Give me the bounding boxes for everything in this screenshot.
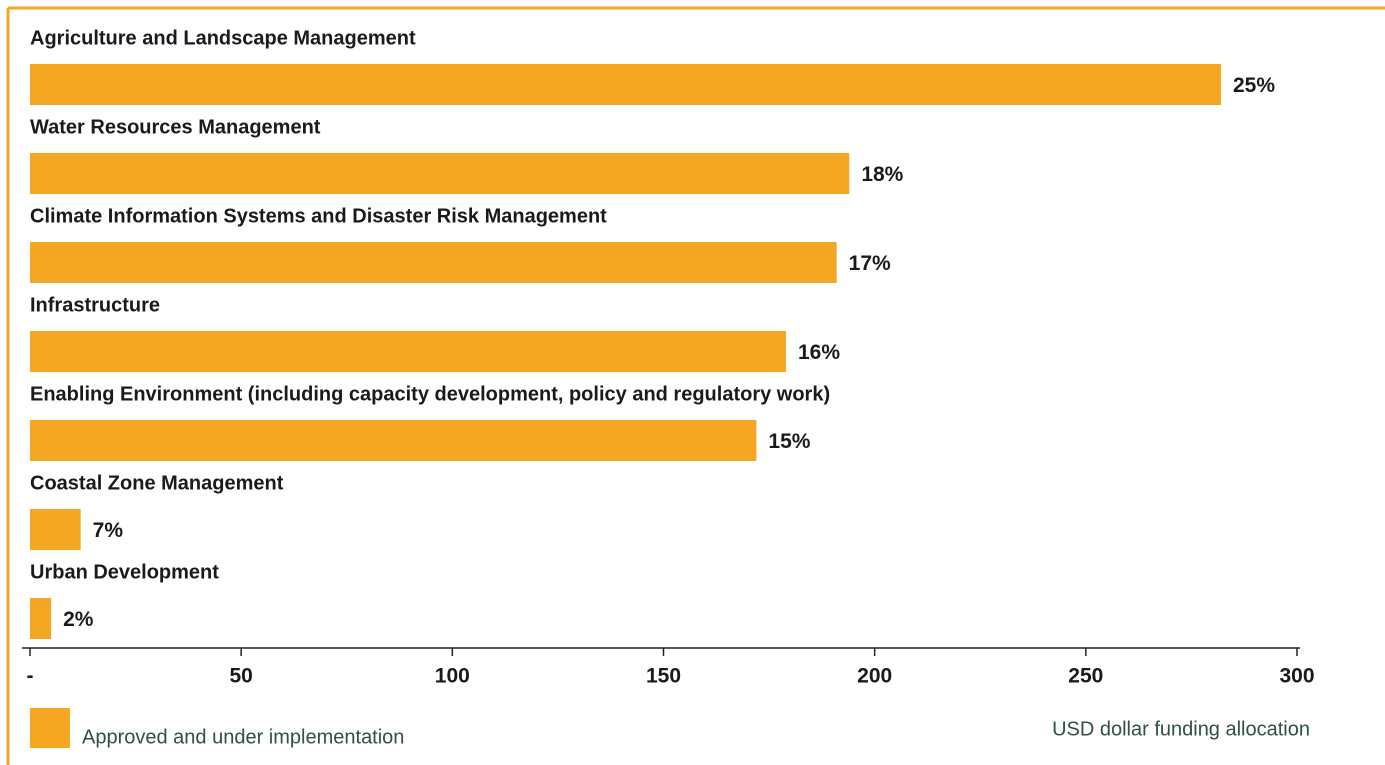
bar <box>30 420 757 461</box>
bar <box>30 598 52 639</box>
value-label: 7% <box>93 519 124 542</box>
bar <box>30 242 837 283</box>
x-tick-label: 200 <box>857 665 892 688</box>
x-tick-label: - <box>27 665 34 688</box>
bar <box>30 153 850 194</box>
value-label: 25% <box>1233 74 1275 97</box>
x-tick-label: 150 <box>646 665 681 688</box>
legend-label: Approved and under implementation <box>82 726 404 748</box>
bar <box>30 509 81 550</box>
bar <box>30 64 1221 105</box>
x-tick-label: 100 <box>435 665 470 688</box>
x-tick-label: 300 <box>1279 665 1314 688</box>
x-tick-label: 50 <box>229 665 252 688</box>
value-label: 2% <box>63 608 94 631</box>
value-label: 15% <box>768 430 810 453</box>
legend-swatch <box>30 708 70 748</box>
value-label: 16% <box>798 341 840 364</box>
category-label: Infrastructure <box>30 294 160 316</box>
x-tick-label: 250 <box>1068 665 1103 688</box>
category-label: Climate Information Systems and Disaster… <box>30 205 607 227</box>
category-label: Urban Development <box>30 561 219 583</box>
category-label: Water Resources Management <box>30 116 321 138</box>
value-label: 18% <box>861 163 903 186</box>
value-label: 17% <box>849 252 891 275</box>
category-label: Agriculture and Landscape Management <box>30 27 416 49</box>
category-label: Enabling Environment (including capacity… <box>30 383 830 405</box>
category-label: Coastal Zone Management <box>30 472 284 494</box>
bar <box>30 331 786 372</box>
x-axis-label: USD dollar funding allocation <box>1052 718 1310 740</box>
